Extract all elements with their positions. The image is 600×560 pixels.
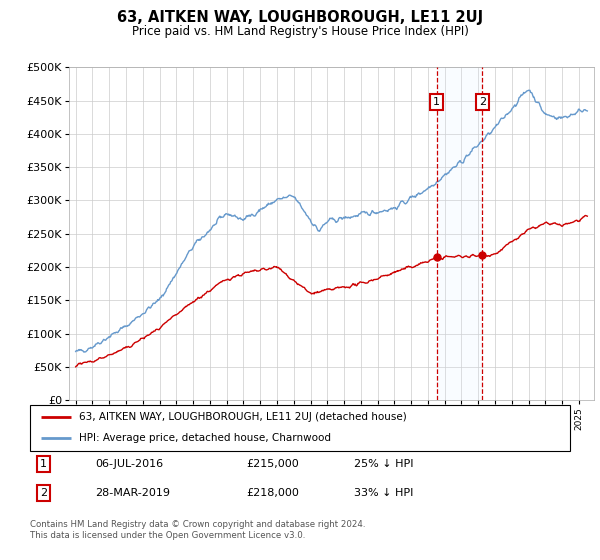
Text: Contains HM Land Registry data © Crown copyright and database right 2024.
This d: Contains HM Land Registry data © Crown c… — [30, 520, 365, 540]
Text: 33% ↓ HPI: 33% ↓ HPI — [354, 488, 413, 498]
Text: 1: 1 — [40, 459, 47, 469]
Text: 63, AITKEN WAY, LOUGHBOROUGH, LE11 2UJ (detached house): 63, AITKEN WAY, LOUGHBOROUGH, LE11 2UJ (… — [79, 412, 406, 422]
Text: 1: 1 — [433, 97, 440, 107]
FancyBboxPatch shape — [30, 405, 570, 451]
Bar — [437, 67, 482, 400]
Text: 25% ↓ HPI: 25% ↓ HPI — [354, 459, 413, 469]
Text: £218,000: £218,000 — [246, 488, 299, 498]
Text: 28-MAR-2019: 28-MAR-2019 — [95, 488, 170, 498]
Text: £215,000: £215,000 — [246, 459, 299, 469]
Text: 2: 2 — [40, 488, 47, 498]
Text: Price paid vs. HM Land Registry's House Price Index (HPI): Price paid vs. HM Land Registry's House … — [131, 25, 469, 38]
Text: HPI: Average price, detached house, Charnwood: HPI: Average price, detached house, Char… — [79, 433, 331, 444]
Text: 63, AITKEN WAY, LOUGHBOROUGH, LE11 2UJ: 63, AITKEN WAY, LOUGHBOROUGH, LE11 2UJ — [117, 10, 483, 25]
Text: 2: 2 — [479, 97, 486, 107]
Text: 06-JUL-2016: 06-JUL-2016 — [95, 459, 163, 469]
